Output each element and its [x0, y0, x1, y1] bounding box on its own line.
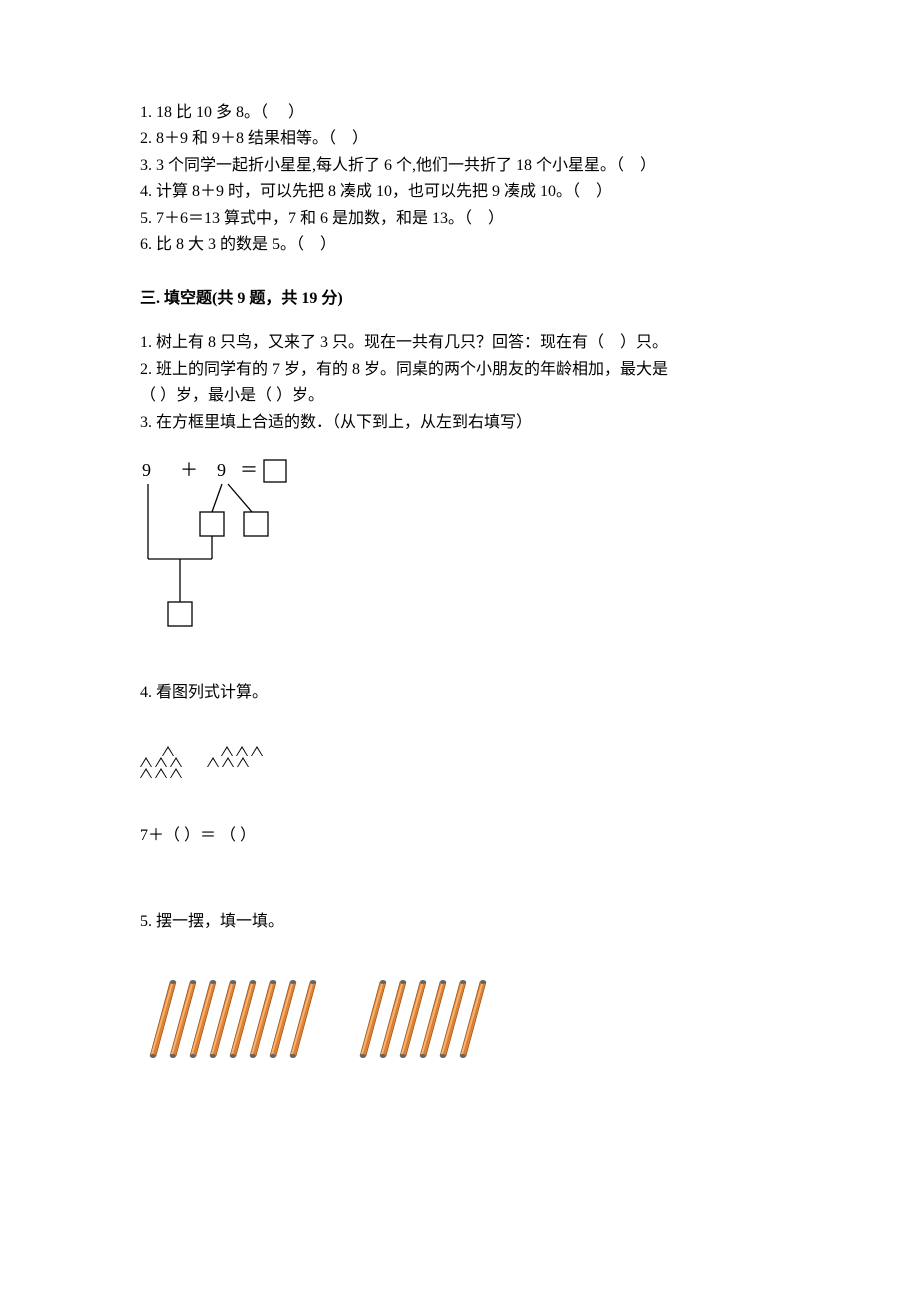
fill-block: 1. 树上有 8 只鸟，又来了 3 只。现在一共有几只？回答：现在有（ ）只。 …: [140, 330, 790, 1076]
q3-box-result: [264, 460, 286, 482]
triangle-icon: [236, 746, 248, 756]
q5-sticks: [140, 972, 790, 1077]
triangle-icon: [251, 746, 263, 756]
q3-box-mid-left: [200, 512, 224, 536]
tf-item: 4. 计算 8＋9 时，可以先把 8 凑成 10，也可以先把 9 凑成 10。（…: [140, 179, 790, 205]
tf-item: 6. 比 8 大 3 的数是 5。（ ）: [140, 232, 790, 258]
section3-heading: 三. 填空题(共 9 题，共 19 分): [140, 284, 790, 308]
triangle-icon: [207, 757, 219, 767]
fill-q2a: 2. 班上的同学有的 7 岁，有的 8 岁。同桌的两个小朋友的年龄相加，最大是: [140, 357, 790, 383]
q3-box-bottom: [168, 602, 192, 626]
triangle-icon: [155, 768, 167, 778]
q3-a: 9: [142, 460, 151, 480]
tf-block: 1. 18 比 10 多 8。（ ） 2. 8＋9 和 9＋8 结果相等。（ ）…: [140, 100, 790, 258]
triangle-icon: [140, 757, 152, 767]
tf-item: 1. 18 比 10 多 8。（ ）: [140, 100, 790, 126]
q3-eq: ＝: [240, 460, 258, 480]
triangle-icon: [170, 757, 182, 767]
triangle-icon: [222, 757, 234, 767]
tf-item: 5. 7＋6＝13 算式中，7 和 6 是加数，和是 13。（ ）: [140, 206, 790, 232]
triangle-icon: [237, 757, 249, 767]
tf-item: 2. 8＋9 和 9＋8 结果相等。（ ）: [140, 126, 790, 152]
fill-q1: 1. 树上有 8 只鸟，又来了 3 只。现在一共有几只？回答：现在有（ ）只。: [140, 330, 790, 356]
q3-diagram: 9 ＋ 9 ＝: [140, 454, 790, 644]
tri-group-2: [207, 746, 266, 768]
q3-plus: ＋: [180, 460, 198, 480]
triangle-icon: [140, 768, 152, 778]
fill-q4-label: 4. 看图列式计算。: [140, 680, 790, 706]
fill-q5-label: 5. 摆一摆，填一填。: [140, 909, 790, 935]
q4-triangles: [140, 746, 790, 779]
tri-group-1: [140, 746, 185, 779]
fill-q2b: （ ）岁，最小是（ ）岁。: [140, 383, 790, 409]
fill-q3: 3. 在方框里填上合适的数．（从下到上，从左到右填写）: [140, 410, 790, 436]
tf-item: 3. 3 个同学一起折小星星,每人折了 6 个,他们一共折了 18 个小星星。（…: [140, 153, 790, 179]
q3-box-mid-right: [244, 512, 268, 536]
triangle-icon: [162, 746, 174, 756]
triangle-icon: [221, 746, 233, 756]
fill-q4-expr: 7＋（ ）＝ （ ）: [140, 821, 790, 845]
q3-b: 9: [217, 460, 226, 480]
triangle-icon: [170, 768, 182, 778]
triangle-icon: [155, 757, 167, 767]
